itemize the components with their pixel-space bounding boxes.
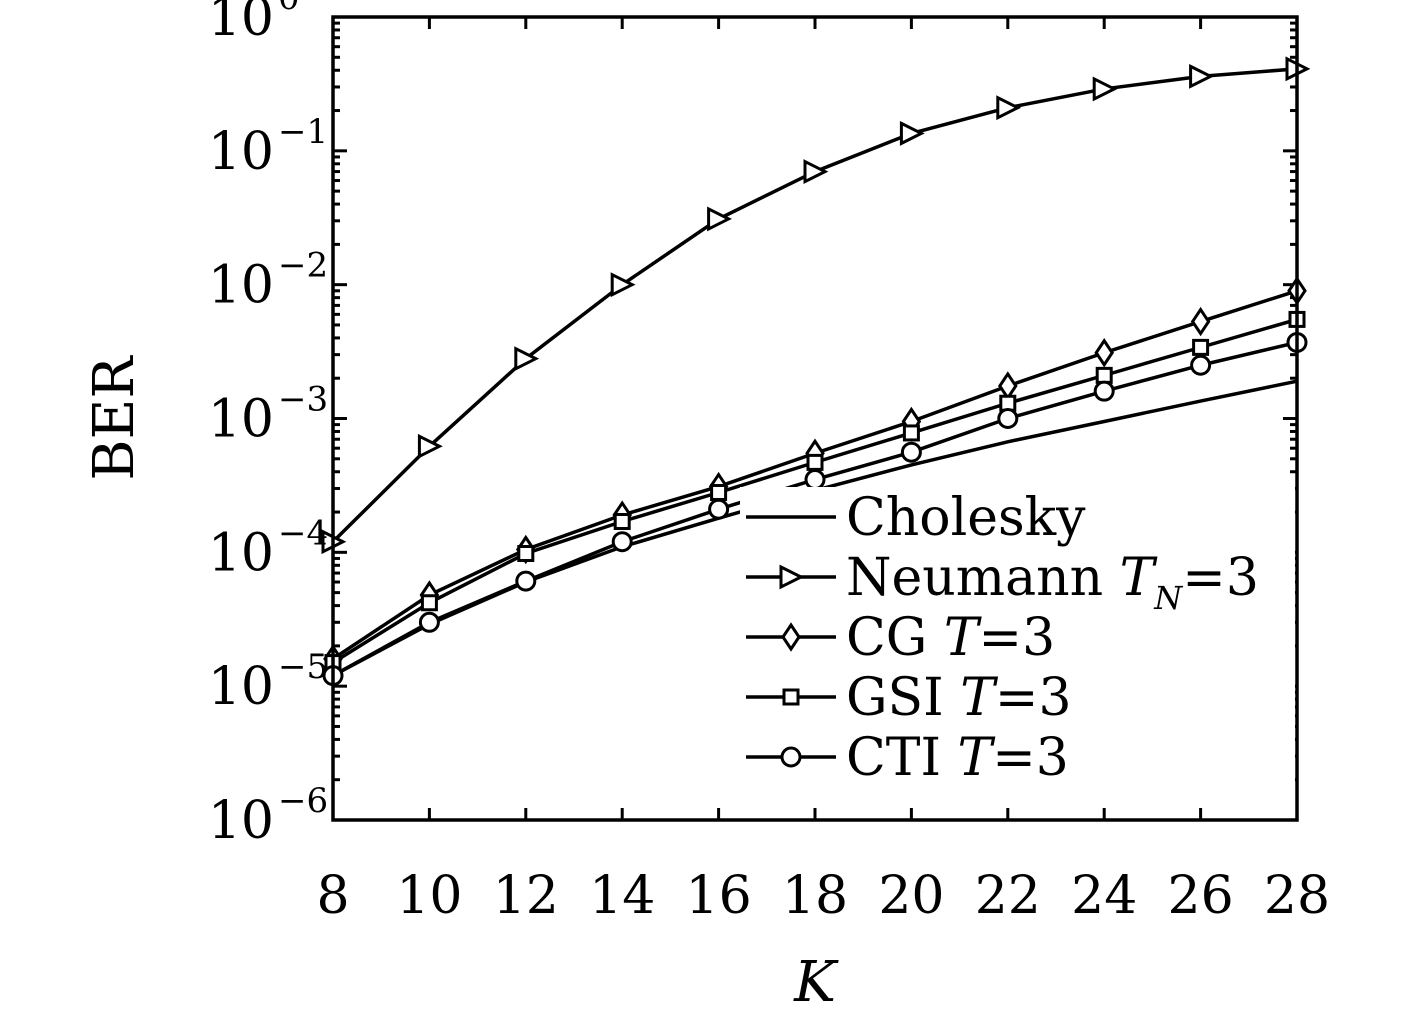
y-tick-exponent: 0 bbox=[278, 0, 300, 18]
legend-item: CG T=3 bbox=[746, 608, 1055, 668]
legend-label: Neumann TN=3 bbox=[846, 548, 1259, 617]
x-axis-title: K bbox=[793, 950, 839, 1011]
x-tick-label: 18 bbox=[782, 866, 848, 926]
y-tick-label: 10 bbox=[208, 523, 274, 583]
marker-triangle bbox=[803, 159, 829, 184]
marker-square bbox=[710, 483, 728, 501]
x-tick-label: 26 bbox=[1168, 866, 1234, 926]
y-tick-exponent: −6 bbox=[278, 781, 328, 821]
y-tick-label: 10 bbox=[208, 0, 274, 48]
marker-circle bbox=[804, 469, 826, 491]
marker-square bbox=[613, 512, 631, 530]
marker-triangle bbox=[610, 272, 636, 298]
y-tick-exponent: −4 bbox=[278, 513, 328, 553]
marker-circle bbox=[515, 570, 537, 592]
x-tick-label: 16 bbox=[686, 866, 752, 926]
marker-triangle bbox=[417, 433, 443, 459]
marker-triangle bbox=[1092, 76, 1118, 102]
marker-square bbox=[517, 545, 535, 563]
x-tick-label: 22 bbox=[975, 866, 1041, 926]
marker-triangle bbox=[514, 346, 540, 372]
x-tick-label: 20 bbox=[878, 866, 944, 926]
y-tick-label: 10 bbox=[208, 791, 274, 851]
series-4 bbox=[322, 331, 1308, 687]
y-tick-label: 10 bbox=[208, 122, 274, 182]
marker-circle bbox=[418, 611, 440, 633]
y-tick-exponent: −3 bbox=[278, 380, 328, 420]
x-tick-label: 8 bbox=[316, 866, 349, 926]
marker-square bbox=[782, 688, 800, 706]
marker-circle bbox=[611, 531, 633, 553]
legend-item: GSI T=3 bbox=[746, 668, 1072, 728]
y-tick-exponent: −1 bbox=[278, 112, 328, 152]
legend-label: GSI T=3 bbox=[846, 668, 1072, 728]
marker-triangle bbox=[779, 564, 805, 590]
y-tick-label: 10 bbox=[208, 256, 274, 316]
x-tick-labels: 8 10 12 14 16 18 20 22 24 26 28 bbox=[316, 866, 1330, 926]
marker-circle bbox=[708, 498, 730, 520]
marker-circle bbox=[1190, 354, 1212, 376]
y-tick-exponent: −2 bbox=[278, 246, 328, 286]
marker-triangle bbox=[996, 95, 1022, 121]
marker-diamond bbox=[997, 371, 1018, 401]
marker-square bbox=[902, 424, 920, 442]
marker-circle bbox=[997, 408, 1019, 429]
marker-square bbox=[1192, 338, 1210, 356]
marker-triangle bbox=[1189, 63, 1214, 89]
marker-diamond bbox=[1094, 338, 1115, 368]
series-1 bbox=[321, 56, 1311, 555]
plot-frame bbox=[331, 15, 1299, 822]
marker-circle bbox=[900, 441, 922, 463]
y-tick-label: 10 bbox=[208, 657, 274, 717]
marker-diamond bbox=[781, 622, 801, 652]
y-tick-label: 10 bbox=[208, 390, 274, 450]
marker-square bbox=[806, 453, 824, 471]
x-tick-label: 14 bbox=[589, 866, 655, 926]
marker-diamond bbox=[1190, 306, 1211, 337]
marker-triangle bbox=[707, 206, 732, 232]
marker-circle bbox=[780, 746, 802, 768]
x-tick-label: 12 bbox=[493, 866, 559, 926]
legend-item: Neumann TN=3 bbox=[746, 548, 1259, 617]
y-tick-exponent: −5 bbox=[278, 647, 328, 687]
y-tick-labels: 10010−110−210−310−410−510−6 bbox=[208, 0, 328, 851]
x-tick-label: 10 bbox=[396, 866, 462, 926]
x-tick-label: 24 bbox=[1071, 866, 1137, 926]
legend-label: CTI T=3 bbox=[846, 728, 1069, 788]
y-axis-title: BER bbox=[82, 355, 147, 481]
x-tick-label: 28 bbox=[1264, 866, 1330, 926]
legend-label: Cholesky bbox=[846, 488, 1086, 548]
marker-square bbox=[420, 594, 438, 612]
legend-label: CG T=3 bbox=[846, 608, 1055, 668]
marker-triangle bbox=[899, 120, 925, 146]
marker-circle bbox=[1093, 380, 1115, 402]
legend-item: CTI T=3 bbox=[746, 728, 1069, 788]
marker-square bbox=[1095, 366, 1113, 384]
legend-item: Cholesky bbox=[746, 488, 1086, 548]
